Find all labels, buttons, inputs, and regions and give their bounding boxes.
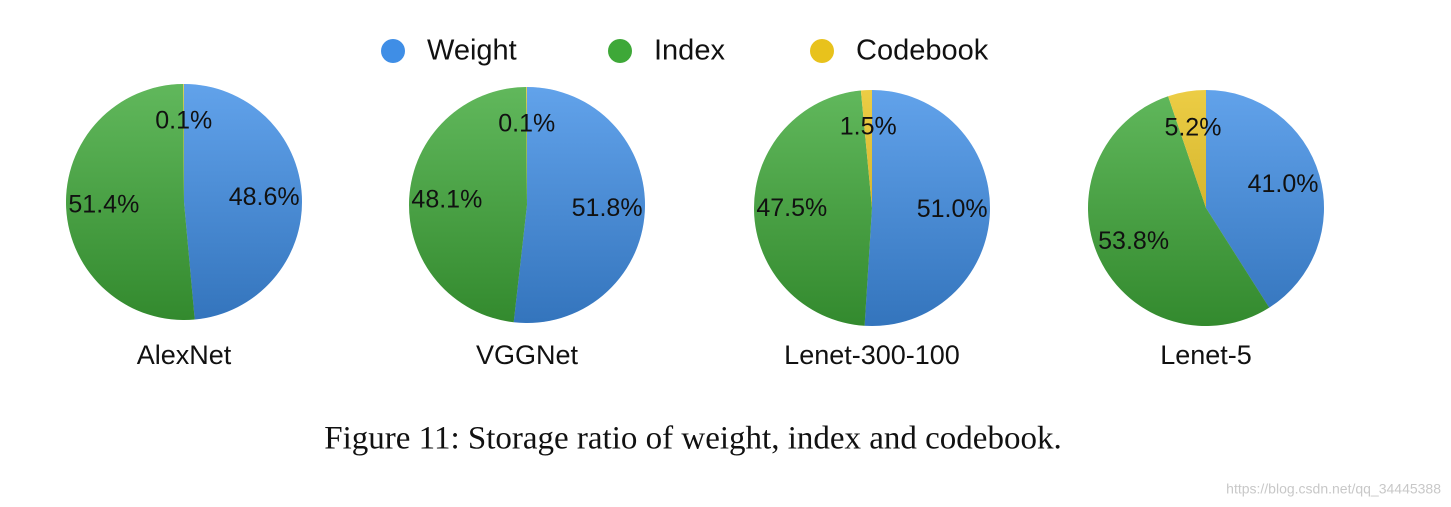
data-label: 51.8% [572,194,643,222]
data-label: 5.2% [1164,113,1221,141]
data-label: 1.5% [840,112,897,140]
data-label: 0.1% [498,109,555,137]
pie-title: Lenet-5 [1160,340,1252,370]
pie-title: Lenet-300-100 [784,340,960,370]
data-label: 48.1% [411,185,482,213]
data-label: 48.6% [229,183,300,211]
data-label: 41.0% [1248,170,1319,198]
legend-marker [608,39,632,63]
legend-label: Weight [427,35,517,67]
legend-marker [381,39,405,63]
data-label: 51.4% [68,191,139,219]
data-label: 0.1% [155,106,212,134]
legend-marker [810,39,834,63]
data-label: 51.0% [917,195,988,223]
caption: Figure 11: Storage ratio of weight, inde… [324,421,1061,457]
pie-title: VGGNet [476,340,579,370]
pie-title: AlexNet [137,340,232,370]
watermark: https://blog.csdn.net/qq_34445388 [1226,481,1441,497]
legend-label: Codebook [856,35,989,67]
data-label: 53.8% [1098,227,1169,255]
data-label: 47.5% [756,194,827,222]
legend-label: Index [654,35,725,67]
